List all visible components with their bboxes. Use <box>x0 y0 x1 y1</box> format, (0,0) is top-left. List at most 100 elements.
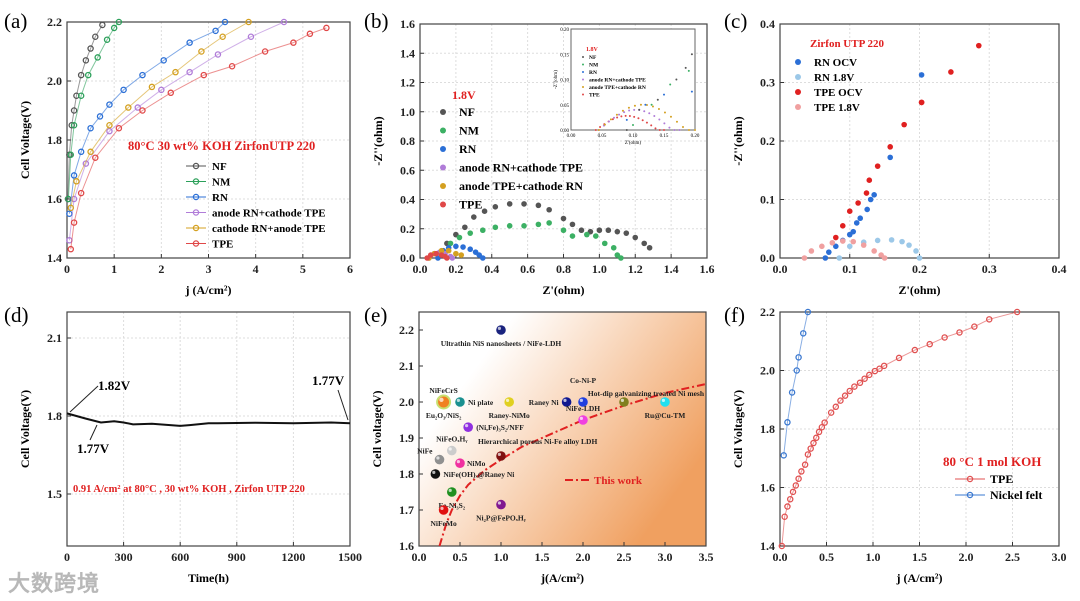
data-point <box>496 451 506 461</box>
series-rn-ocv <box>822 72 925 261</box>
data-point <box>971 323 978 330</box>
data-point <box>784 419 791 426</box>
data-point <box>569 221 576 228</box>
data-point <box>578 227 585 234</box>
x-axis-label: j (A/cm²) <box>896 571 943 585</box>
data-point <box>115 18 123 26</box>
x-tick-label: 3.0 <box>1052 550 1067 564</box>
data-point <box>186 39 193 46</box>
data-point <box>447 240 454 247</box>
inset-data-point <box>624 114 627 117</box>
data-point-highlight <box>497 501 501 505</box>
data-point <box>815 428 823 436</box>
data-point <box>623 230 630 236</box>
legend-label: TPE OCV <box>814 87 863 99</box>
y-tick-label: 2.1 <box>399 359 414 373</box>
inset-data-point <box>645 104 648 107</box>
panel-d: 0 300 600 900 1200 1500 1.5 1.8 2.1 Time(h) Cell V… <box>4 303 362 585</box>
x-tick-label: 300 <box>115 550 133 564</box>
data-point <box>841 392 849 399</box>
data-point <box>115 124 123 132</box>
y-tick-label: 2.0 <box>760 364 775 378</box>
x-axis-label: Z'(ohm) <box>899 283 941 297</box>
data-point <box>192 193 200 201</box>
data-point <box>888 237 895 243</box>
data-point <box>578 415 588 425</box>
data-point <box>110 24 118 32</box>
data-point-highlight <box>432 470 436 474</box>
x-tick-label: 0.4 <box>1052 262 1067 276</box>
y-axis-label: Cell Voltage(V) <box>18 101 32 179</box>
inset-data-point <box>638 108 641 111</box>
y-tick-label: 0.4 <box>760 17 775 31</box>
data-point <box>212 27 219 35</box>
inset-legend-label: TPE <box>589 93 600 99</box>
inset-data-point <box>687 129 690 131</box>
data-point <box>192 224 200 232</box>
inset-data-point <box>668 126 671 129</box>
series-cell-voltage <box>66 412 351 427</box>
x-tick-label: 5 <box>300 262 306 276</box>
legend-label: anode RN+cathode TPE <box>459 161 583 175</box>
point-label: NiFe(OH)ₓ@Raney Ni <box>443 470 514 479</box>
inset-data-point <box>675 120 678 123</box>
series-rn-1-8v <box>836 237 923 261</box>
point-label: Fe-Ni₃S₂ <box>439 501 466 510</box>
data-point <box>192 240 200 247</box>
legend: 80 °C 1 mol KOH TPE Nickel felt <box>943 454 1042 502</box>
inset-data-point <box>633 108 636 111</box>
data-point <box>103 36 111 43</box>
inset-legend-marker <box>582 63 584 66</box>
data-point <box>619 397 629 407</box>
panel-label: (a) <box>4 9 27 33</box>
inset-data-point <box>603 123 606 126</box>
data-point <box>84 71 92 79</box>
data-point <box>440 127 446 134</box>
data-point <box>853 220 860 226</box>
inset-data-point <box>678 129 681 131</box>
data-point <box>440 109 446 115</box>
inset-data-point <box>611 118 614 121</box>
series-line <box>68 21 285 241</box>
data-point <box>874 163 881 169</box>
data-point <box>77 92 85 100</box>
data-point-highlight <box>579 416 584 420</box>
legend-label: RN OCV <box>814 57 857 69</box>
inset-data-point <box>607 120 610 123</box>
watermark: 大数跨境 <box>8 572 101 597</box>
data-point <box>918 72 925 78</box>
legend-label: anode TPE+cathode RN <box>459 179 583 193</box>
data-point <box>808 248 815 254</box>
inset-data-point <box>625 129 628 131</box>
y-tick-label: 0.0 <box>760 251 775 265</box>
series-tpe-ocv <box>833 42 982 241</box>
inset-data-point <box>654 127 657 130</box>
data-point <box>786 495 794 503</box>
data-point-highlight <box>620 398 625 402</box>
data-point <box>471 214 477 220</box>
data-point <box>596 227 603 234</box>
x-tick-label: 0.5 <box>819 550 834 564</box>
data-point <box>614 228 621 235</box>
data-point <box>200 71 208 79</box>
data-point-highlight <box>497 326 501 330</box>
x-tick-label: 1.0 <box>592 262 607 276</box>
panel-b: 0.0 0.2 0.4 0.6 0.8 1.0 1.2 1.4 1.6 0.0 0.2 0.4 0.6 0… <box>364 9 715 297</box>
series-line <box>66 412 351 427</box>
inset-legend-label: NF <box>589 55 597 61</box>
inset-legend-marker <box>582 71 584 73</box>
legend: 80°C 30 wt% KOH ZirfonUTP 220 NF NM RN anode… <box>128 139 326 251</box>
panel-label: (b) <box>364 9 389 33</box>
data-point <box>167 89 175 97</box>
legend-label: NM <box>459 124 479 138</box>
data-point-highlight <box>440 506 444 510</box>
legend-label: NF <box>212 161 227 173</box>
inset-data-point <box>687 69 690 72</box>
inset-legend-label: anode RN+cathode TPE <box>589 78 646 84</box>
data-point <box>70 122 78 129</box>
inset-data-point <box>609 118 612 121</box>
data-point <box>836 255 843 261</box>
data-point <box>535 202 542 209</box>
x-tick-label: 4 <box>253 262 259 276</box>
